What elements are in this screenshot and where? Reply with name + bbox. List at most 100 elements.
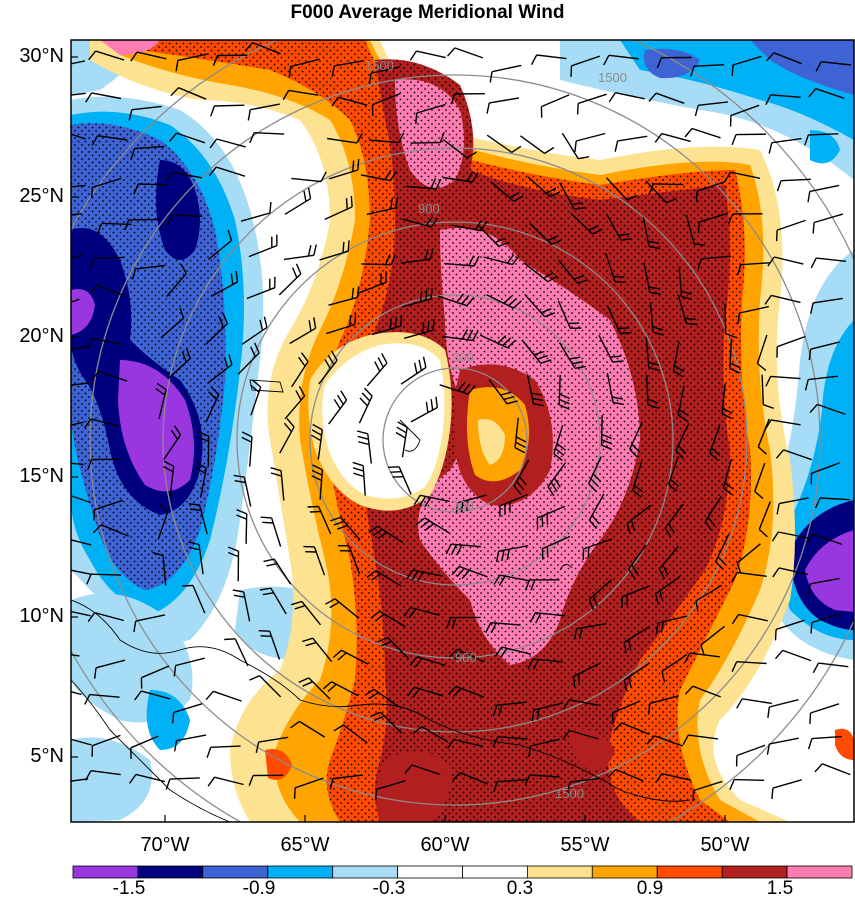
- wind-barb-feather: [418, 359, 423, 371]
- wind-barb-feather: [247, 109, 251, 121]
- wind-barb-feather: [588, 599, 594, 611]
- wind-barb-staff: [71, 462, 84, 466]
- wind-barb-staff: [141, 665, 170, 679]
- wind-barb-feather: [646, 735, 655, 745]
- wind-barb-feather: [767, 706, 770, 718]
- wind-barb-feather: [731, 661, 738, 672]
- wind-barb-feather: [446, 617, 452, 629]
- wind-barb-staff: [213, 690, 242, 702]
- wind-barb-feather: [409, 50, 417, 61]
- wind-barb-feather: [236, 514, 247, 520]
- wind-barb-feather: [513, 485, 522, 496]
- wind-barb-staff: [94, 499, 124, 511]
- wind-barb-feather: [554, 447, 565, 456]
- wind-barb-feather: [50, 130, 57, 139]
- wind-barbs: [50, 42, 852, 802]
- wind-barb-feather: [345, 198, 348, 210]
- wind-barb-feather: [451, 617, 457, 629]
- wind-barb-staff: [569, 699, 599, 706]
- wind-barb-feather: [424, 497, 432, 508]
- wind-barb-feather: [611, 396, 624, 400]
- wind-barb-feather: [660, 621, 664, 633]
- wind-barb-staff: [370, 66, 401, 74]
- wind-barb-staff: [600, 415, 603, 446]
- wind-barb-feather: [166, 171, 173, 182]
- wind-barb-staff: [71, 569, 92, 575]
- wind-barb-feather: [133, 183, 139, 195]
- wind-barb-feather: [311, 469, 323, 476]
- wind-barb-feather: [412, 688, 421, 698]
- wind-barb-staff: [497, 778, 528, 783]
- wind-barb-feather: [288, 66, 292, 78]
- colorbar-label-1: -0.9: [242, 878, 276, 899]
- wind-barb-feather: [152, 551, 164, 557]
- wind-barb-staff: [653, 183, 684, 186]
- wind-barb-feather: [363, 387, 373, 397]
- wind-barb-feather: [766, 743, 771, 755]
- wind-barb-feather: [461, 329, 469, 340]
- wind-barb-feather: [56, 569, 62, 578]
- wind-barb-feather: [633, 484, 644, 493]
- wind-barb-feather: [655, 773, 663, 784]
- wind-barb-feather: [692, 790, 695, 802]
- wind-barb-feather: [765, 52, 775, 62]
- wind-barb-feather: [91, 371, 100, 381]
- wind-barb-feather: [415, 517, 426, 526]
- wind-barb-feather: [295, 263, 302, 275]
- wind-barb-feather: [518, 476, 527, 486]
- wind-barb-staff: [771, 294, 801, 304]
- wind-barb-feather: [620, 332, 632, 335]
- wind-barb-staff: [775, 619, 805, 631]
- wind-barb-feather: [493, 574, 501, 585]
- wind-barb-feather: [358, 441, 370, 446]
- wind-barb-feather: [613, 275, 625, 278]
- wind-barb-feather: [457, 381, 466, 392]
- wind-barb-staff: [734, 778, 765, 781]
- wind-barb-feather: [413, 362, 418, 374]
- wind-barb-staff: [98, 370, 128, 382]
- wind-barb-feather: [313, 317, 317, 329]
- wind-barb-feather: [810, 257, 817, 269]
- wind-barb-staff: [89, 693, 120, 698]
- wind-barb-feather: [342, 241, 345, 253]
- wind-barb-feather: [384, 169, 392, 180]
- wind-barb-staff: [169, 777, 200, 780]
- wind-barb-feather: [495, 551, 500, 563]
- wind-barb-feather: [601, 433, 613, 440]
- wind-barb-feather: [807, 583, 812, 595]
- wind-barb-feather: [189, 508, 201, 511]
- wind-barb-feather: [774, 629, 777, 641]
- wind-barb-staff: [813, 533, 842, 545]
- wind-barb-feather: [461, 569, 471, 579]
- plot-frame: [70, 39, 855, 823]
- wind-barb-feather: [395, 431, 406, 439]
- wind-barb-feather: [353, 472, 365, 478]
- wind-barb-feather: [804, 379, 809, 391]
- map-title: F000 Average Meridional Wind: [290, 2, 565, 23]
- wind-barb-feather: [93, 509, 96, 521]
- colorbar-box: [591, 865, 658, 879]
- wind-barb-staff: [813, 213, 844, 224]
- wind-barb-feather: [333, 399, 341, 410]
- wind-barb-feather: [159, 503, 169, 512]
- wind-barb-feather: [425, 289, 428, 301]
- wind-barb-feather: [573, 628, 578, 640]
- wind-barb-staff: [529, 774, 560, 778]
- wind-barb-feather: [532, 659, 540, 670]
- wind-barb-staff: [756, 334, 768, 364]
- wind-barb-feather: [654, 133, 663, 143]
- wind-barb-feather: [530, 54, 538, 66]
- wind-barb-feather: [658, 568, 666, 580]
- wind-barb-feather: [390, 471, 402, 473]
- wind-barb-feather: [96, 223, 103, 234]
- wind-barb-feather: [331, 65, 335, 77]
- wind-barb-feather: [175, 60, 179, 72]
- wind-barb-feather: [615, 281, 627, 283]
- wind-barb-staff: [661, 773, 692, 781]
- wind-barb-feather: [550, 190, 561, 198]
- wind-barb-staff: [736, 543, 761, 564]
- wind-barb-feather: [133, 620, 137, 633]
- lat-ticks: [71, 56, 78, 758]
- wind-barb-staff: [780, 178, 811, 182]
- wind-barb-feather: [333, 724, 344, 732]
